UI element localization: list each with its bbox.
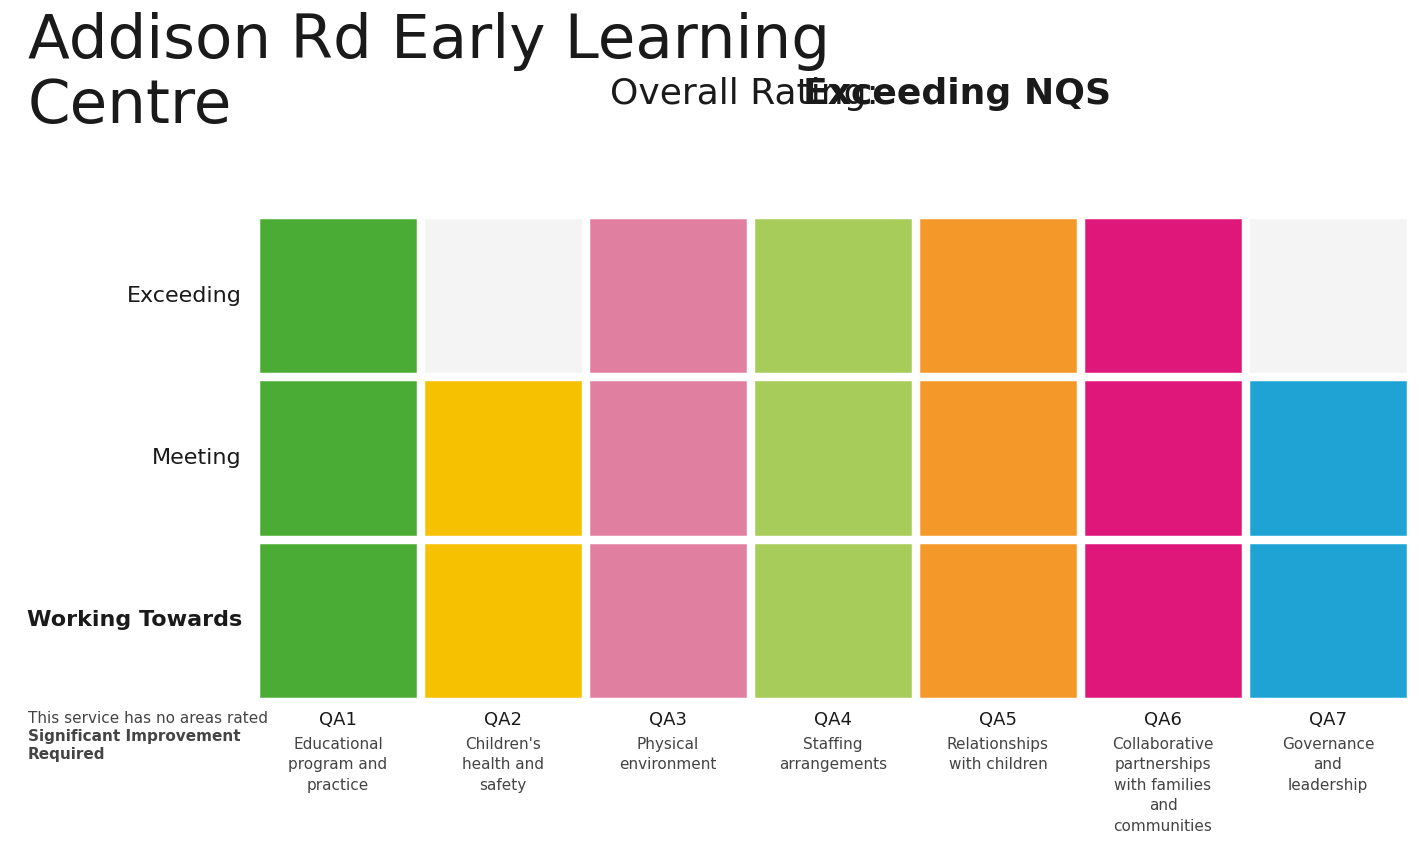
Bar [1249,217,1408,375]
Bar [257,217,418,375]
Text: QA5: QA5 [978,711,1017,729]
Text: QA1: QA1 [319,711,357,729]
Bar [919,542,1078,699]
Bar [754,380,913,537]
Bar [257,542,418,699]
Bar [257,380,418,537]
Bar [1084,542,1243,699]
Bar [919,217,1078,375]
Bar [754,542,913,699]
Bar [589,380,748,537]
Text: This service has no areas rated: This service has no areas rated [28,711,267,726]
Text: Educational
program and
practice: Educational program and practice [289,737,388,792]
Text: QA3: QA3 [648,711,687,729]
Bar [257,380,418,537]
Bar [257,217,418,375]
Text: Working Towards: Working Towards [27,610,242,630]
Bar [754,217,913,375]
Bar [1249,542,1408,699]
Bar [422,217,583,375]
Bar [1084,542,1243,699]
Bar [422,380,583,537]
Text: Relationships
with children: Relationships with children [947,737,1049,772]
Bar [1249,380,1408,537]
Bar [422,542,583,699]
Bar [422,380,583,537]
Bar [919,380,1078,537]
Bar [1249,217,1408,375]
Text: Centre: Centre [28,77,232,136]
Bar [589,217,748,375]
Bar [422,542,583,699]
Text: Significant Improvement: Significant Improvement [28,729,240,744]
Bar [919,380,1078,537]
Bar [257,542,418,699]
Bar [422,217,583,375]
Text: Required: Required [28,747,105,762]
Text: Exceeding NQS: Exceeding NQS [803,77,1111,111]
Text: Staffing
arrangements: Staffing arrangements [779,737,887,772]
Bar [589,217,748,375]
Bar [1084,380,1243,537]
Text: Addison Rd Early Learning: Addison Rd Early Learning [28,12,830,71]
Bar [1084,380,1243,537]
Text: QA2: QA2 [483,711,522,729]
Text: Exceeding: Exceeding [127,285,242,306]
Text: Physical
environment: Physical environment [620,737,717,772]
Text: QA4: QA4 [813,711,852,729]
Bar [589,542,748,699]
Text: Overall Rating:: Overall Rating: [610,77,890,111]
Text: Meeting: Meeting [152,448,242,468]
Bar [589,380,748,537]
Text: Governance
and
leadership: Governance and leadership [1281,737,1374,792]
Text: Collaborative
partnerships
with families
and
communities: Collaborative partnerships with families… [1112,737,1214,833]
Text: Children's
health and
safety: Children's health and safety [462,737,545,792]
Bar [1249,542,1408,699]
Bar [754,380,913,537]
Text: QA6: QA6 [1145,711,1182,729]
Text: QA7: QA7 [1310,711,1347,729]
Bar [1249,380,1408,537]
Bar [919,542,1078,699]
Bar [919,217,1078,375]
Bar [754,542,913,699]
Bar [1084,217,1243,375]
Bar [754,217,913,375]
Bar [589,542,748,699]
Bar [1084,217,1243,375]
